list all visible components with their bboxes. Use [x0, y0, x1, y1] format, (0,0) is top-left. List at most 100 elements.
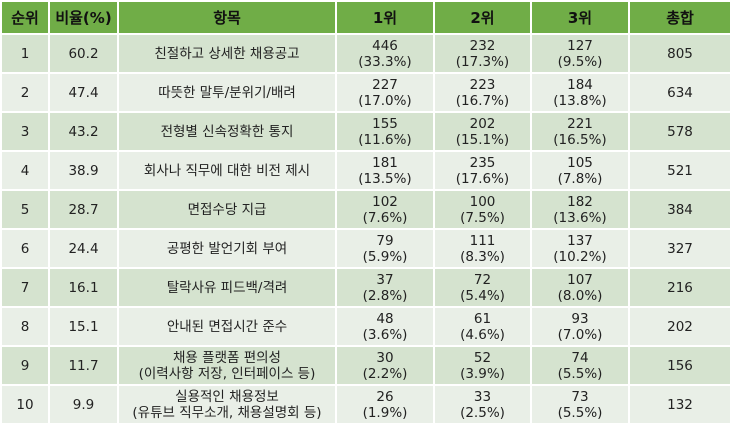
cell-second: 202 (15.1%) [433, 111, 532, 152]
cell-rank: 1 [0, 33, 50, 74]
cell-ratio: 60.2 [48, 33, 119, 74]
cell-third-line: (7.0%) [557, 326, 603, 343]
table-row: 9 11.7 채용 플랫폼 편의성 (이력사항 저장, 인터페이스 등) 30 (2.2%… [0, 345, 730, 386]
cell-total: 327 [628, 228, 730, 269]
cell-ratio: 38.9 [48, 150, 119, 191]
cell-first-line: 37 [376, 271, 394, 288]
cell-rank: 10 [0, 384, 50, 425]
cell-first-line: (11.6%) [358, 131, 412, 148]
header-item: 항목 [117, 0, 337, 35]
cell-third-line: (16.5%) [553, 131, 607, 148]
cell-rank: 6 [0, 228, 50, 269]
cell-third-line: (10.2%) [553, 248, 607, 265]
cell-first: 48 (3.6%) [335, 306, 435, 347]
cell-third-line: 221 [567, 115, 593, 132]
cell-third-line: 73 [571, 388, 589, 405]
cell-second-line: 223 [469, 76, 496, 93]
cell-ratio: 9.9 [48, 384, 119, 425]
cell-second: 232 (17.3%) [433, 33, 532, 74]
cell-total: 216 [628, 267, 730, 308]
cell-ratio: 11.7 [48, 345, 119, 386]
cell-third: 74 (5.5%) [530, 345, 630, 386]
table-body: 1 60.2 친절하고 상세한 채용공고 446 (33.3%) 232 (17.3%) 12… [0, 33, 730, 425]
cell-first: 446 (33.3%) [335, 33, 435, 74]
cell-first-line: 155 [372, 115, 398, 132]
cell-item-line: 안내된 면접시간 준수 [166, 318, 288, 335]
cell-item-line: (유튜브 직무소개, 채용설명회 등) [132, 404, 322, 421]
cell-second-line: (17.3%) [455, 53, 510, 70]
cell-first-line: 79 [376, 232, 394, 249]
table-row: 3 43.2 전형별 신속정확한 통지 155 (11.6%) 202 (15.1%) 221… [0, 111, 730, 152]
cell-third-line: (5.5%) [557, 365, 603, 382]
cell-second-line: 33 [473, 388, 492, 405]
cell-item: 탈락사유 피드백/격려 [117, 267, 337, 308]
cell-third-line: 127 [567, 37, 593, 54]
cell-third: 127 (9.5%) [530, 33, 630, 74]
cell-second-line: (3.9%) [460, 365, 505, 382]
cell-ratio: 24.4 [48, 228, 119, 269]
table-row: 5 28.7 면접수당 지급 102 (7.6%) 100 (7.5%) 182 (13.6%)… [0, 189, 730, 230]
header-second: 2위 [433, 0, 532, 35]
cell-total: 384 [628, 189, 730, 230]
cell-second-line: 111 [469, 232, 496, 249]
cell-third: 73 (5.5%) [530, 384, 630, 425]
cell-rank: 8 [0, 306, 50, 347]
table-row: 10 9.9 실용적인 채용정보 (유튜브 직무소개, 채용설명회 등) 26 (1.9%… [0, 384, 730, 425]
header-ratio: 비율(%) [48, 0, 119, 35]
cell-second: 235 (17.6%) [433, 150, 532, 191]
cell-first: 30 (2.2%) [335, 345, 435, 386]
cell-total: 578 [628, 111, 730, 152]
table-row: 2 47.4 따뜻한 말투/분위기/배려 227 (17.0%) 223 (16.7%) 18… [0, 72, 730, 113]
cell-third-line: 182 [567, 193, 593, 210]
cell-ratio: 16.1 [48, 267, 119, 308]
cell-item-line: (이력사항 저장, 인터페이스 등) [138, 365, 316, 382]
cell-second-line: (7.5%) [460, 209, 505, 226]
cell-second: 100 (7.5%) [433, 189, 532, 230]
cell-rank: 2 [0, 72, 50, 113]
cell-ratio: 47.4 [48, 72, 119, 113]
cell-ratio: 15.1 [48, 306, 119, 347]
cell-item-line: 전형별 신속정확한 통지 [160, 123, 294, 140]
cell-second: 52 (3.9%) [433, 345, 532, 386]
cell-third: 182 (13.6%) [530, 189, 630, 230]
cell-item: 실용적인 채용정보 (유튜브 직무소개, 채용설명회 등) [117, 384, 337, 425]
cell-second: 61 (4.6%) [433, 306, 532, 347]
cell-total: 521 [628, 150, 730, 191]
cell-second: 223 (16.7%) [433, 72, 532, 113]
cell-item-line: 공평한 발언기회 부여 [166, 240, 288, 257]
cell-third: 93 (7.0%) [530, 306, 630, 347]
cell-second: 33 (2.5%) [433, 384, 532, 425]
cell-item-line: 탈락사유 피드백/격려 [166, 279, 288, 296]
cell-first-line: 26 [376, 388, 394, 405]
cell-item: 따뜻한 말투/분위기/배려 [117, 72, 337, 113]
cell-item-line: 실용적인 채용정보 [175, 388, 279, 405]
cell-second-line: (17.6%) [455, 170, 510, 187]
cell-third: 105 (7.8%) [530, 150, 630, 191]
table-row: 6 24.4 공평한 발언기회 부여 79 (5.9%) 111 (8.3%) 137 (10.… [0, 228, 730, 269]
header-row: 순위 비율(%) 항목 1위 2위 3위 총합 [0, 0, 730, 35]
cell-third-line: (7.8%) [557, 170, 603, 187]
cell-rank: 7 [0, 267, 50, 308]
cell-third: 107 (8.0%) [530, 267, 630, 308]
cell-third-line: 107 [567, 271, 593, 288]
cell-total: 805 [628, 33, 730, 74]
cell-first-line: (2.8%) [362, 287, 408, 304]
cell-first: 102 (7.6%) [335, 189, 435, 230]
cell-second: 72 (5.4%) [433, 267, 532, 308]
cell-first-line: 30 [376, 349, 394, 366]
cell-first-line: (7.6%) [362, 209, 408, 226]
cell-item-line: 면접수당 지급 [187, 201, 267, 218]
cell-first: 37 (2.8%) [335, 267, 435, 308]
cell-total: 202 [628, 306, 730, 347]
cell-second: 111 (8.3%) [433, 228, 532, 269]
cell-first: 79 (5.9%) [335, 228, 435, 269]
ranking-table: 순위 비율(%) 항목 1위 2위 3위 총합 1 60.2 친절하고 상세한 채용공고 446(… [0, 0, 730, 425]
cell-first-line: (17.0%) [358, 92, 412, 109]
cell-third-line: 105 [567, 154, 593, 171]
header-first: 1위 [335, 0, 435, 35]
cell-item: 공평한 발언기회 부여 [117, 228, 337, 269]
cell-third-line: 137 [567, 232, 593, 249]
cell-rank: 5 [0, 189, 50, 230]
cell-first-line: (3.6%) [362, 326, 408, 343]
cell-ratio: 28.7 [48, 189, 119, 230]
